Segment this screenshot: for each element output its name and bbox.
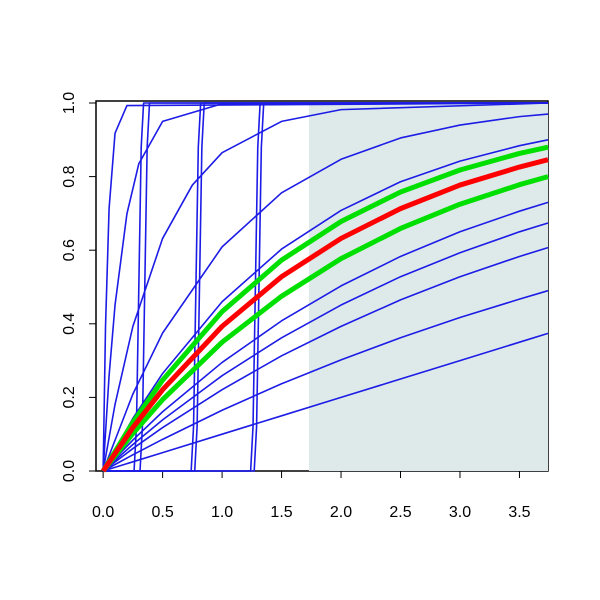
x-tick-label: 2.0 (330, 504, 352, 521)
series-line (102, 332, 549, 472)
x-tick-label: 2.5 (389, 504, 411, 521)
shaded-region (308, 103, 548, 471)
series-line (102, 139, 549, 472)
series-line (103, 102, 548, 472)
series-line (102, 102, 549, 472)
series-line (101, 144, 549, 473)
series-line (102, 102, 549, 472)
y-tick-label: 0.4 (61, 313, 78, 335)
y-tick-label: 0.0 (61, 460, 78, 482)
series-line (101, 174, 549, 473)
series-line (102, 246, 549, 472)
series-line (102, 102, 549, 472)
series-line (102, 289, 549, 472)
y-tick-label: 0.6 (61, 239, 78, 261)
x-tick-label: 0.0 (92, 504, 114, 521)
x-tick-label: 1.0 (211, 504, 233, 521)
y-tick-label: 0.2 (61, 386, 78, 408)
x-tick-label: 0.5 (151, 504, 173, 521)
series-line (101, 157, 549, 473)
x-tick-label: 3.0 (449, 504, 471, 521)
series-line (102, 201, 549, 472)
y-tick-label: 0.8 (61, 165, 78, 187)
x-tick-label: 3.5 (508, 504, 530, 521)
series-line (102, 222, 549, 472)
y-tick-label: 1.0 (61, 92, 78, 114)
series-line (102, 113, 549, 472)
x-tick-label: 1.5 (270, 504, 292, 521)
